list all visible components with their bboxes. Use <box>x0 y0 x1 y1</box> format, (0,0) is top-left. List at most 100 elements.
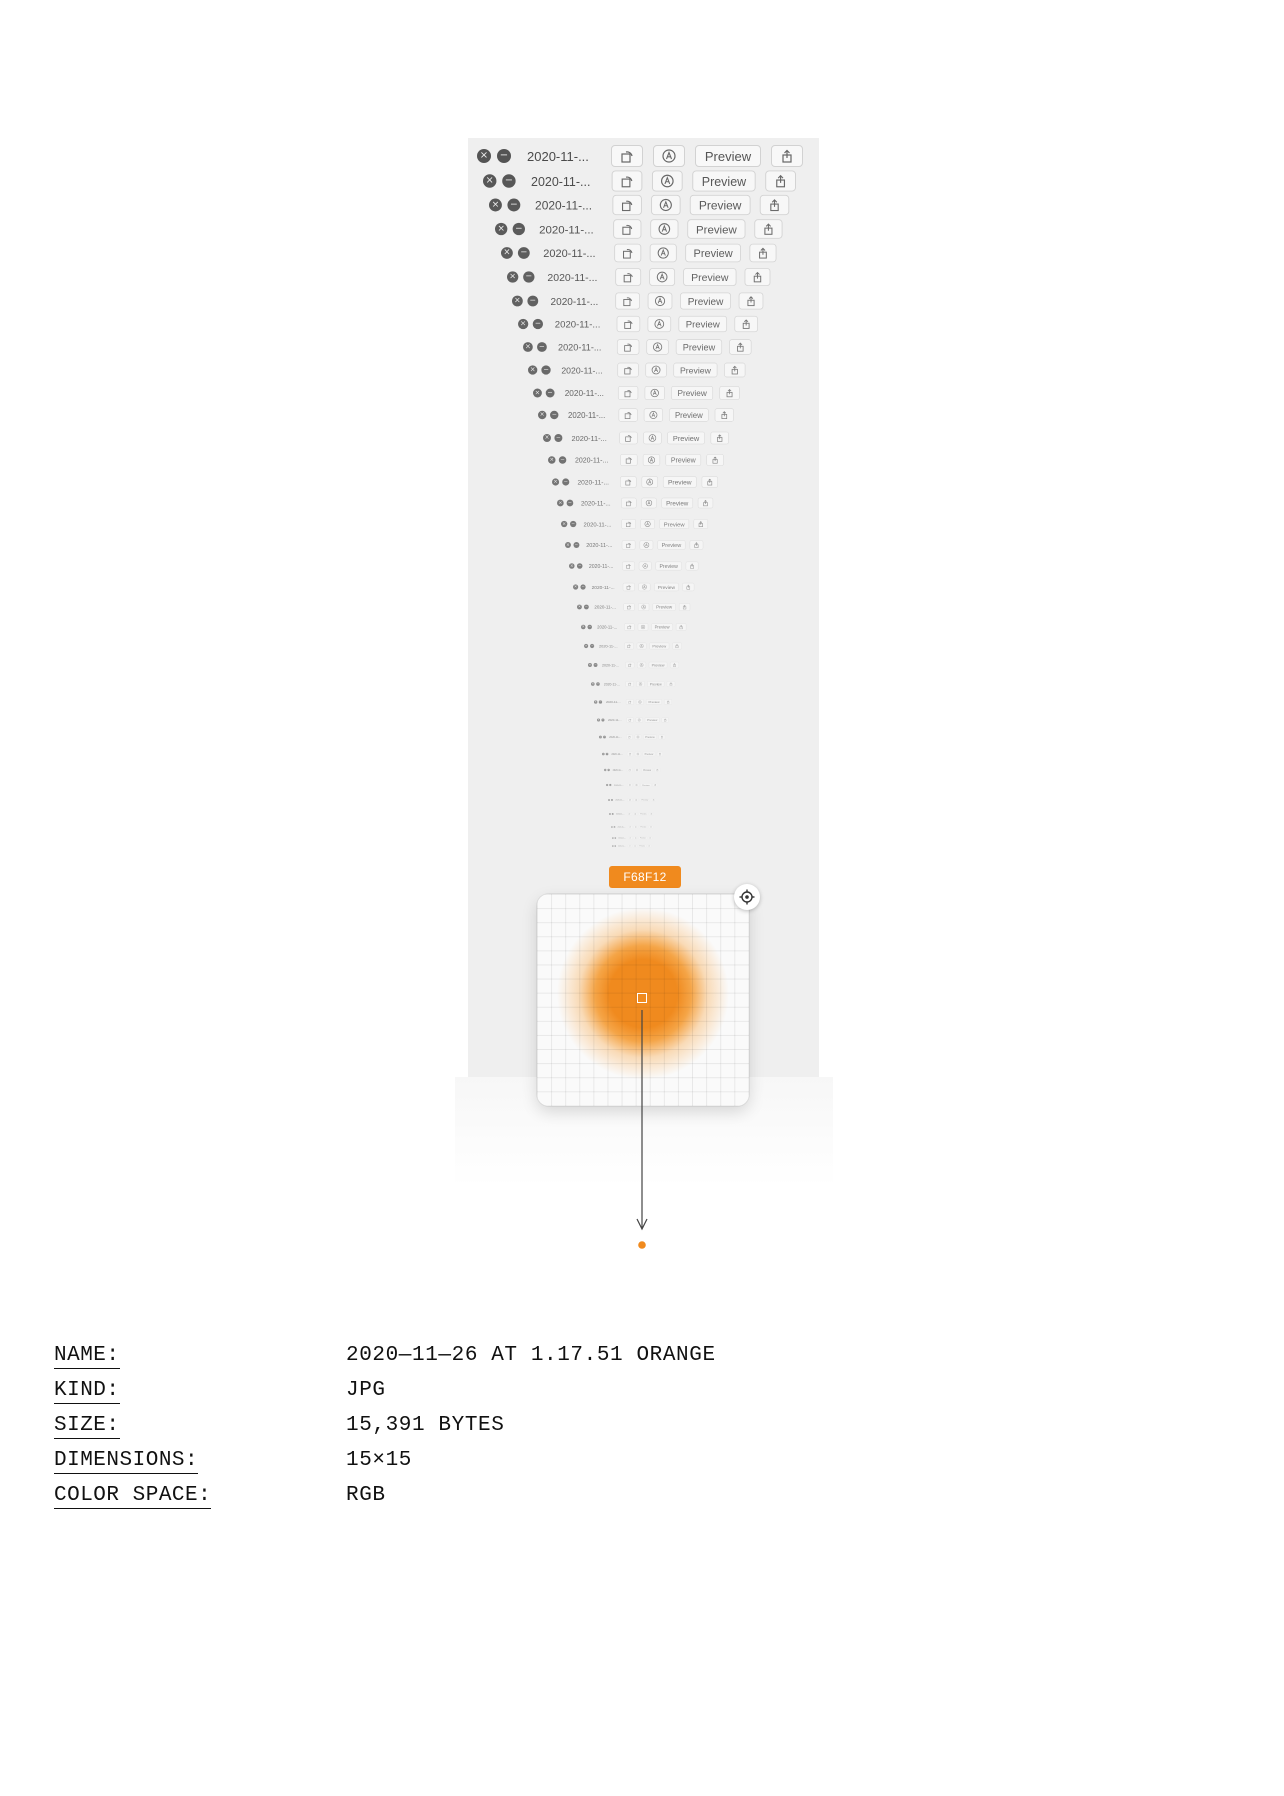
open-with-preview-button[interactable]: Preview <box>638 836 647 840</box>
rotate-icon[interactable] <box>618 385 639 400</box>
rotate-icon[interactable] <box>627 825 633 829</box>
open-with-preview-button[interactable]: Preview <box>648 661 667 669</box>
rotate-icon[interactable] <box>616 315 640 333</box>
minimize-icon[interactable]: − <box>603 735 607 739</box>
markup-icon[interactable] <box>641 497 657 509</box>
markup-icon[interactable] <box>636 661 646 669</box>
close-icon[interactable]: × <box>483 173 497 188</box>
close-icon[interactable]: × <box>565 542 572 549</box>
markup-icon[interactable] <box>652 169 683 192</box>
markup-icon[interactable] <box>636 680 645 687</box>
close-icon[interactable]: × <box>609 813 612 815</box>
rotate-icon[interactable] <box>611 169 643 192</box>
share-icon[interactable] <box>647 844 652 848</box>
minimize-icon[interactable]: − <box>613 825 615 828</box>
markup-icon[interactable] <box>647 315 671 333</box>
share-icon[interactable] <box>771 145 803 167</box>
markup-icon[interactable] <box>634 767 640 772</box>
minimize-icon[interactable]: − <box>522 271 534 283</box>
rotate-icon[interactable] <box>625 699 634 705</box>
close-icon[interactable]: × <box>596 718 600 722</box>
close-icon[interactable]: × <box>495 222 508 236</box>
rotate-icon[interactable] <box>614 268 641 286</box>
close-icon[interactable]: × <box>590 681 595 686</box>
share-icon[interactable] <box>669 661 679 669</box>
markup-icon[interactable] <box>649 243 677 263</box>
markup-icon[interactable] <box>646 339 669 355</box>
minimize-icon[interactable]: − <box>593 663 598 667</box>
close-icon[interactable]: × <box>506 271 518 283</box>
markup-icon[interactable] <box>653 145 685 167</box>
close-icon[interactable]: × <box>569 563 576 569</box>
rotate-icon[interactable] <box>625 680 634 687</box>
minimize-icon[interactable]: − <box>610 799 613 802</box>
share-icon[interactable] <box>765 169 797 192</box>
rotate-icon[interactable] <box>613 219 642 239</box>
close-icon[interactable]: × <box>556 499 564 507</box>
markup-icon[interactable] <box>643 431 662 445</box>
minimize-icon[interactable]: − <box>590 643 595 649</box>
open-with-preview-button[interactable]: Preview <box>645 699 662 705</box>
share-icon[interactable] <box>656 751 663 756</box>
close-icon[interactable]: × <box>587 663 592 667</box>
close-icon[interactable]: × <box>543 433 552 442</box>
rotate-icon[interactable] <box>628 844 632 848</box>
minimize-icon[interactable]: − <box>609 784 612 787</box>
minimize-icon[interactable]: − <box>595 681 600 686</box>
open-with-preview-button[interactable]: Preview <box>685 243 741 263</box>
open-with-preview-button[interactable]: Preview <box>682 268 736 286</box>
rotate-icon[interactable] <box>626 717 634 723</box>
share-icon[interactable] <box>664 699 672 705</box>
minimize-icon[interactable]: − <box>550 411 559 420</box>
close-icon[interactable]: × <box>573 584 579 590</box>
share-icon[interactable] <box>706 453 724 466</box>
close-icon[interactable]: × <box>522 342 533 353</box>
minimize-icon[interactable]: − <box>573 542 580 549</box>
open-with-preview-button[interactable]: Preview <box>689 194 751 216</box>
rotate-icon[interactable] <box>619 431 638 445</box>
close-icon[interactable]: × <box>577 604 583 610</box>
open-with-preview-button[interactable]: Preview <box>647 680 665 687</box>
markup-icon[interactable] <box>642 453 660 466</box>
markup-icon[interactable] <box>633 836 638 840</box>
minimize-icon[interactable]: − <box>562 478 570 486</box>
rotate-icon[interactable] <box>624 622 635 631</box>
share-icon[interactable] <box>647 836 652 840</box>
minimize-icon[interactable]: − <box>502 173 516 188</box>
share-icon[interactable] <box>728 339 752 355</box>
share-icon[interactable] <box>749 243 777 263</box>
share-icon[interactable] <box>675 622 687 631</box>
minimize-icon[interactable]: − <box>580 584 587 590</box>
markup-icon[interactable] <box>650 219 679 239</box>
minimize-icon[interactable]: − <box>614 845 617 847</box>
markup-icon[interactable] <box>635 717 643 723</box>
open-with-preview-button[interactable]: Preview <box>680 292 732 310</box>
crosshair-icon[interactable] <box>734 884 760 910</box>
close-icon[interactable]: × <box>601 752 605 756</box>
rotate-icon[interactable] <box>625 661 634 669</box>
minimize-icon[interactable]: − <box>536 342 547 353</box>
close-icon[interactable]: × <box>552 478 560 486</box>
markup-icon[interactable] <box>644 385 666 400</box>
minimize-icon[interactable]: − <box>577 563 583 569</box>
minimize-icon[interactable]: − <box>607 768 610 772</box>
open-with-preview-button[interactable]: Preview <box>687 219 746 239</box>
open-with-preview-button[interactable]: Preview <box>644 717 660 723</box>
close-icon[interactable]: × <box>607 799 610 802</box>
share-icon[interactable] <box>648 825 653 829</box>
close-icon[interactable]: × <box>599 735 603 739</box>
rotate-icon[interactable] <box>615 292 641 310</box>
minimize-icon[interactable]: − <box>612 813 615 815</box>
close-icon[interactable]: × <box>512 295 523 306</box>
close-icon[interactable]: × <box>477 149 491 163</box>
open-with-preview-button[interactable]: Preview <box>651 622 673 631</box>
markup-icon[interactable] <box>647 292 673 310</box>
open-with-preview-button[interactable]: Preview <box>677 315 727 333</box>
minimize-icon[interactable]: − <box>601 718 605 722</box>
rotate-icon[interactable] <box>616 339 640 355</box>
open-with-preview-button[interactable]: Preview <box>642 751 655 756</box>
share-icon[interactable] <box>666 680 675 687</box>
share-icon[interactable] <box>724 362 746 378</box>
share-icon[interactable] <box>754 219 783 239</box>
markup-icon[interactable] <box>651 194 681 216</box>
